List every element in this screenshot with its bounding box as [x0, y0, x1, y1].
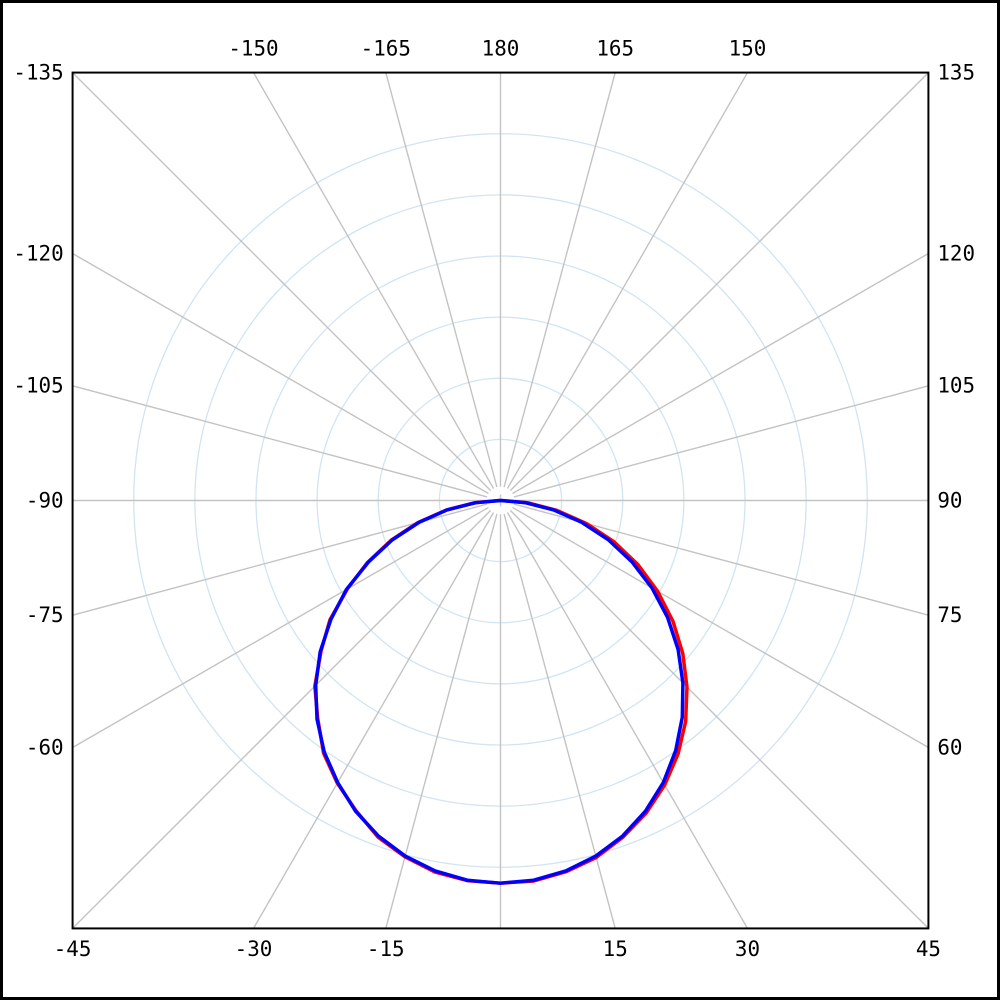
grid-spoke — [72, 506, 489, 749]
polar-chart: -135 -150 -165 180 165 150 135 120 105 90 75 60 45 30… — [13, 37, 975, 962]
angle-label: 165 — [596, 37, 634, 61]
angle-label: 15 — [603, 937, 628, 961]
angle-label: -15 — [367, 937, 405, 961]
grid-spoke — [72, 72, 492, 492]
grid-spoke — [509, 509, 929, 929]
grid-spoke — [512, 506, 929, 749]
angle-label: -90 — [26, 488, 64, 512]
angle-label: 120 — [937, 241, 975, 265]
grid-spoke — [72, 509, 492, 929]
angle-label: 30 — [735, 937, 760, 961]
angle-label: -30 — [235, 937, 273, 961]
grid-spoke — [385, 513, 498, 929]
angle-label: -75 — [26, 603, 64, 627]
angle-label: 150 — [729, 37, 767, 61]
angle-label: -165 — [361, 37, 411, 61]
grid-spoke — [512, 252, 929, 495]
angle-label: -120 — [13, 241, 63, 265]
angle-label: 45 — [916, 937, 941, 961]
grid-spoke — [503, 72, 616, 488]
angle-label: -60 — [26, 735, 64, 759]
grid-spoke — [252, 512, 495, 929]
grid-spoke — [503, 513, 616, 929]
grid-spoke — [513, 385, 929, 498]
angle-label: -45 — [54, 937, 92, 961]
angle-label: 180 — [482, 37, 520, 61]
angle-label: 135 — [937, 61, 975, 85]
angle-label: 90 — [937, 488, 962, 512]
grid-spoke — [252, 72, 495, 489]
grid-spoke — [385, 72, 498, 488]
grid-spoke — [509, 72, 929, 492]
grid-spoke — [506, 72, 749, 489]
grid-spoke — [72, 252, 489, 495]
plot-frame — [71, 71, 930, 930]
grid-spoke — [72, 385, 488, 498]
curve-blue — [313, 498, 685, 885]
angle-label: -105 — [13, 374, 63, 398]
angle-label: 105 — [937, 374, 975, 398]
angle-label: -150 — [228, 37, 278, 61]
angle-label: -135 — [13, 61, 63, 85]
grid-spoke — [506, 512, 749, 929]
angle-label: 60 — [937, 735, 962, 759]
angle-label: 75 — [937, 603, 962, 627]
